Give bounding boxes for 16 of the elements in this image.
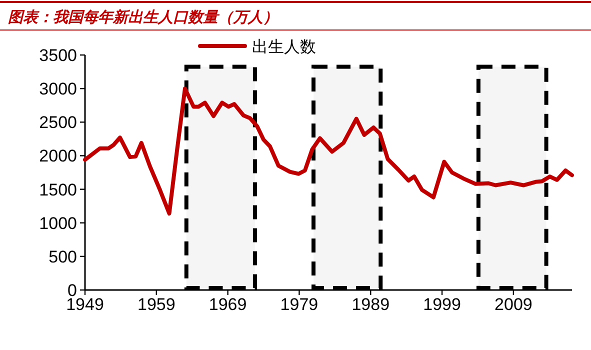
x-tick-label: 2009 [494, 295, 532, 314]
x-tick-label: 1979 [280, 295, 318, 314]
y-tick-label: 1000 [39, 214, 77, 233]
y-tick-label: 2500 [39, 113, 77, 132]
chart-title: 图表：我国每年新出生人口数量（万人） [8, 8, 278, 26]
x-tick-label: 1949 [66, 295, 104, 314]
y-tick-label: 3000 [39, 80, 77, 99]
y-tick-label: 2000 [39, 146, 77, 166]
y-tick-label: 3500 [39, 46, 77, 65]
legend-label: 出生人数 [252, 38, 316, 56]
y-tick-label: 500 [48, 247, 77, 266]
x-tick-label: 1959 [137, 295, 176, 314]
x-tick-label: 1969 [208, 295, 247, 314]
y-tick-label: 1500 [39, 180, 77, 200]
x-tick-label: 1989 [352, 295, 390, 314]
x-tick-label: 1999 [423, 295, 461, 314]
